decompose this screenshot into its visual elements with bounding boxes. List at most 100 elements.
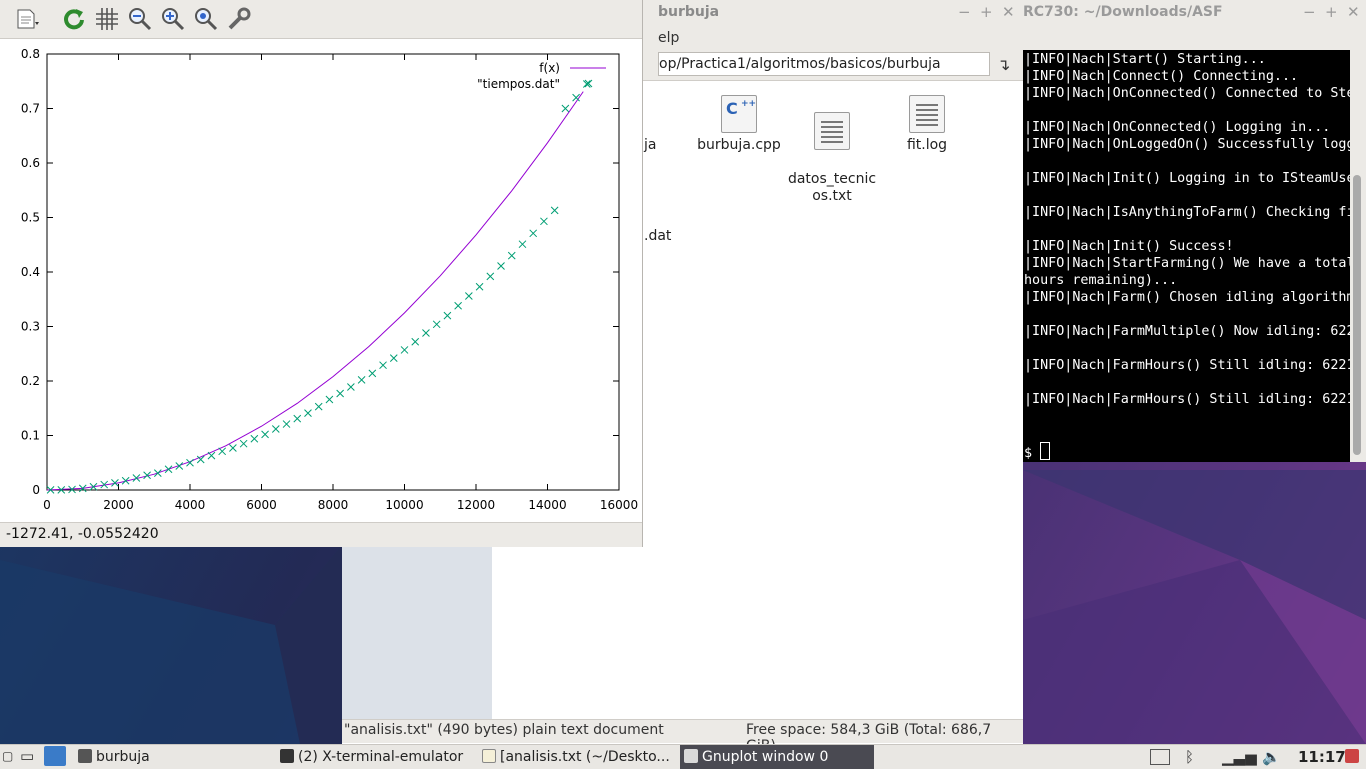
terminal-line: |INFO|Nach|Init() Logging in to ISteamUs… <box>1024 171 1350 186</box>
data-point <box>78 484 87 493</box>
config-icon[interactable] <box>226 6 252 32</box>
file-label: burbuja.cpp <box>697 137 781 153</box>
terminal-scrollbar-thumb[interactable] <box>1353 175 1361 455</box>
chart-svg[interactable]: 0 2000 4000 6000 8000 10000 12000 14000 16000 0 0.… <box>0 38 642 522</box>
mouse-coordinates: -1272.41, -0.0552420 <box>6 526 159 542</box>
gnuplot-window[interactable]: 0 2000 4000 6000 8000 10000 12000 14000 16000 0 0.… <box>0 0 643 547</box>
legend-marker-tiempos <box>584 79 593 88</box>
data-point <box>229 444 237 452</box>
taskbar-item-terminal[interactable]: (2) X-terminal-emulator <box>280 745 470 769</box>
keyboard-icon[interactable] <box>1150 749 1170 765</box>
file-item[interactable]: datos_tecnic os.txt <box>786 95 878 205</box>
data-point <box>389 354 398 362</box>
data-point <box>186 458 194 467</box>
taskbar-item-file-manager[interactable]: burbuja <box>78 745 268 769</box>
terminal-cursor <box>1040 442 1051 460</box>
go-arrow-icon[interactable]: ↴ <box>997 55 1011 74</box>
data-point <box>68 485 76 494</box>
taskbar-item-text-editor[interactable]: [analisis.txt (~/Deskto... <box>482 745 672 769</box>
zoom-prev-icon[interactable] <box>127 6 153 32</box>
terminal-line: |INFO|Nach|Connect() Connecting... <box>1024 69 1299 84</box>
data-point <box>347 383 355 391</box>
file-item[interactable]: C ++ burbuja.cpp <box>694 95 784 154</box>
power-icon[interactable] <box>1345 749 1359 763</box>
location-bar[interactable]: op/Practica1/algoritmos/basicos/burbuja <box>658 52 990 76</box>
y-tick-label: 0.8 <box>21 47 40 61</box>
replot-icon[interactable] <box>60 6 86 32</box>
file-item[interactable]: ja <box>644 95 674 154</box>
data-point <box>336 389 345 398</box>
terminal-line: |INFO|Nach|FarmHours() Still idling: 622… <box>1024 358 1350 373</box>
maximize-icon[interactable]: + <box>1325 3 1338 21</box>
y-tick-label: 0.7 <box>21 102 40 116</box>
terminal-line: |INFO|Nach|FarmMultiple() Now idling: 62… <box>1024 324 1350 339</box>
text-file-icon <box>909 95 945 133</box>
y-tick-label: 0 <box>32 483 40 497</box>
terminal-line: |INFO|Nach|FarmHours() Still idling: 622… <box>1024 392 1350 407</box>
maximize-icon[interactable]: + <box>980 3 993 21</box>
data-point <box>121 476 130 485</box>
file-item[interactable]: .dat <box>644 186 694 245</box>
x-tick-label: 8000 <box>318 498 349 512</box>
minimize-icon[interactable]: − <box>1303 3 1316 21</box>
taskbar-item-gnuplot[interactable]: Gnuplot window 0 <box>680 745 874 769</box>
data-point <box>46 486 55 494</box>
data-point <box>153 469 162 477</box>
minimize-icon[interactable]: − <box>958 3 971 21</box>
text-file-icon <box>814 112 850 150</box>
x-tick-label: 10000 <box>385 498 423 512</box>
data-point <box>304 409 312 418</box>
network-signal-icon[interactable]: ▁▃▅ <box>1222 748 1257 766</box>
file-manager-launcher-icon[interactable]: ▭ <box>20 747 35 765</box>
y-tick-label: 0.6 <box>21 156 40 170</box>
clock[interactable]: 11:17 <box>1298 748 1346 766</box>
volume-icon[interactable]: 🔈 <box>1262 748 1281 766</box>
gnuplot-statusbar: -1272.41, -0.0552420 <box>0 522 642 547</box>
plot-border <box>46 53 620 491</box>
gnuplot-toolbar <box>0 0 642 39</box>
terminal-window[interactable]: RC730: ~/Downloads/ASF − + ✕ |INFO|Nach|… <box>1023 0 1366 462</box>
cpp-file-icon: C ++ <box>721 95 757 133</box>
terminal-output[interactable]: |INFO|Nach|Start() Starting... |INFO|Nach… <box>1023 50 1350 462</box>
gnuplot-icon <box>684 749 698 763</box>
data-point <box>293 414 302 423</box>
terminal-titlebar[interactable]: RC730: ~/Downloads/ASF − + ✕ <box>1023 0 1366 26</box>
series-line-fx <box>46 91 584 491</box>
data-point <box>261 430 269 439</box>
data-point <box>379 361 387 370</box>
file-item[interactable]: fit.log <box>882 95 972 154</box>
bluetooth-icon[interactable]: ᛒ <box>1185 748 1195 766</box>
terminal-line: |INFO|Nach|Init() Success! <box>1024 239 1234 254</box>
browser-launcher-icon[interactable] <box>44 746 66 766</box>
data-point <box>89 482 98 491</box>
autoscale-icon[interactable] <box>193 6 219 32</box>
grid-icon[interactable] <box>94 6 120 32</box>
terminal-line: $ <box>1024 442 1051 462</box>
data-point <box>250 434 259 443</box>
terminal-line: |INFO|Nach|OnConnected() Logging in... <box>1024 120 1331 135</box>
data-point <box>368 369 377 378</box>
data-point <box>314 402 323 411</box>
data-point <box>196 455 205 464</box>
data-point <box>239 439 248 448</box>
zoom-next-icon[interactable] <box>160 6 186 32</box>
terminal-line: |INFO|Nach|OnConnected() Connected to St… <box>1024 86 1350 101</box>
plot-area[interactable]: 0 2000 4000 6000 8000 10000 12000 14000 16000 0 0.… <box>0 38 642 522</box>
data-point <box>422 329 430 337</box>
copy-menu-icon[interactable] <box>14 6 40 32</box>
show-desktop-icon[interactable]: ▢ <box>2 749 14 763</box>
data-point <box>164 465 173 474</box>
data-point <box>57 485 66 494</box>
menu-help[interactable]: elp <box>658 30 680 46</box>
data-point <box>218 447 227 456</box>
data-point <box>454 301 462 310</box>
close-icon[interactable]: ✕ <box>1002 3 1015 21</box>
x-tick-label: 16000 <box>600 498 638 512</box>
x-tick-label: 4000 <box>175 498 206 512</box>
file-label: datos_tecnic os.txt <box>787 171 877 204</box>
data-point <box>132 474 141 482</box>
close-icon[interactable]: ✕ <box>1347 3 1360 21</box>
file-label: fit.log <box>906 137 948 153</box>
data-point <box>561 104 570 113</box>
data-point <box>507 251 516 260</box>
